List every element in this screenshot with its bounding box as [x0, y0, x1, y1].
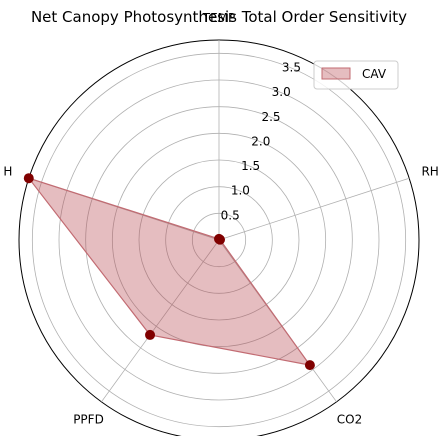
r-tick-label-3: 1.5	[241, 159, 260, 173]
r-tick-label-7: 3.5	[282, 61, 301, 75]
legend-label-cav: CAV	[362, 67, 387, 81]
legend: CAV	[313, 60, 399, 90]
r-tick-label-4: 2.0	[251, 134, 270, 148]
spoke-ppfd	[101, 239, 220, 403]
series-area-cav	[27, 177, 312, 366]
data-point-co2	[304, 360, 315, 371]
chart-title: Net Canopy Photosynthesis Total Order Se…	[31, 8, 407, 26]
spoke-rh	[218, 177, 410, 241]
series-layer	[23, 173, 315, 371]
axis-labels: TEMP RH CO2 PPFD H	[3, 11, 438, 427]
radial-tick-labels: 0.5 1.0 1.5 2.0 2.5 3.0 3.5	[221, 61, 301, 223]
r-tick-label-2: 1.0	[231, 184, 250, 198]
r-tick-label-6: 3.0	[272, 85, 291, 99]
data-point-ppfd	[145, 329, 156, 340]
axis-label-temp: TEMP	[202, 11, 236, 25]
legend-swatch-cav	[321, 67, 351, 80]
data-point-h	[23, 173, 34, 184]
r-tick-label-1: 0.5	[221, 208, 240, 222]
data-point-rh	[215, 234, 226, 245]
axis-label-ppfd: PPFD	[73, 413, 104, 427]
axis-label-h: H	[3, 164, 12, 178]
axis-label-rh: RH	[421, 164, 438, 178]
r-tick-label-5: 2.5	[261, 110, 280, 124]
axis-label-co2: CO2	[337, 413, 362, 427]
